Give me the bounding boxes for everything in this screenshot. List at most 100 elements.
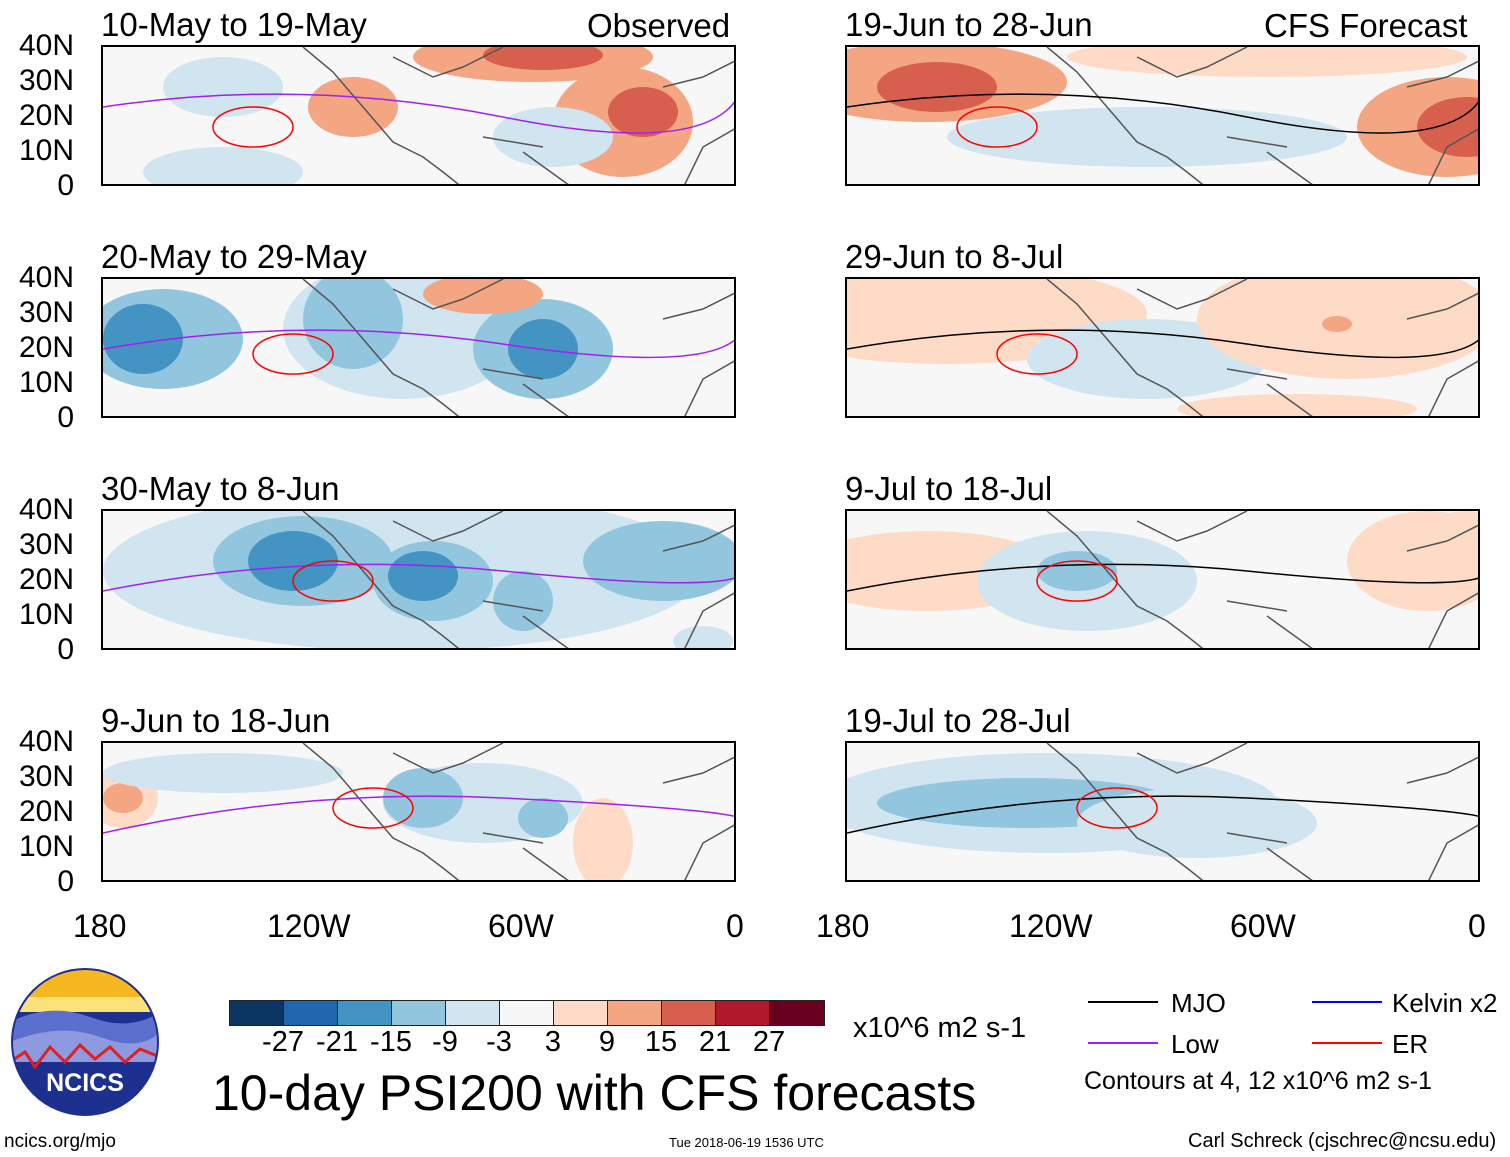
psi-anomaly-region xyxy=(163,57,283,117)
legend-line-er xyxy=(1312,1042,1382,1044)
lat-tick: 30N xyxy=(18,760,74,793)
colorbar-swatch xyxy=(608,1001,662,1025)
lat-tick: 0 xyxy=(57,169,74,202)
footer-author: Carl Schreck (cjschrec@ncsu.edu) xyxy=(1188,1130,1497,1152)
psi-anomaly-region xyxy=(388,551,458,601)
lon-tick: 60W xyxy=(488,908,554,944)
contour-line xyxy=(1076,787,1158,829)
colorbar-label: 15 xyxy=(644,1026,678,1058)
footer-url[interactable]: ncics.org/mjo xyxy=(4,1131,116,1152)
contour-line xyxy=(847,563,1478,592)
lat-tick: 30N xyxy=(18,528,74,561)
psi-anomaly-region xyxy=(248,531,338,591)
psi-anomaly-region xyxy=(103,753,343,793)
psi-anomaly-region xyxy=(877,62,997,112)
contour-line xyxy=(252,333,334,375)
panel-title: 20-May to 29-May xyxy=(101,238,367,275)
colorbar-swatch xyxy=(284,1001,338,1025)
coastline xyxy=(302,279,734,416)
psi-anomaly-region xyxy=(103,304,183,374)
contour-line xyxy=(332,787,414,829)
lon-tick: 180 xyxy=(816,908,870,944)
lon-tick: 120W xyxy=(267,908,351,944)
psi-anomaly-region xyxy=(518,798,568,838)
logo-text: NCICS xyxy=(46,1069,124,1097)
contour-line xyxy=(1036,560,1118,602)
coastline xyxy=(1046,743,1478,880)
legend-note: Contours at 4, 12 x10^6 m2 s-1 xyxy=(1084,1067,1433,1095)
lat-tick: 20N xyxy=(18,563,74,596)
footer-timestamp: Tue 2018-06-19 1536 UTC xyxy=(669,1135,824,1150)
colorbar-swatch xyxy=(230,1001,284,1025)
psi-anomaly-region xyxy=(1427,511,1478,551)
colorbar-label: -3 xyxy=(486,1026,512,1058)
colorbar-label: 9 xyxy=(598,1026,616,1058)
colorbar-swatch xyxy=(392,1001,446,1025)
panel-title: 9-Jul to 18-Jul xyxy=(845,470,1053,507)
colorbar xyxy=(229,1000,825,1026)
colorbar-swatch xyxy=(554,1001,608,1025)
legend-line-mjo xyxy=(1088,1001,1158,1003)
lat-tick: 20N xyxy=(18,331,74,364)
contour-line xyxy=(956,106,1038,148)
panel-title: 30-May to 8-Jun xyxy=(101,470,340,507)
map-panel xyxy=(845,741,1480,882)
panel-title: 9-Jun to 18-Jun xyxy=(101,702,331,739)
lon-tick: 0 xyxy=(726,908,744,944)
legend-line-low xyxy=(1088,1042,1158,1044)
legend-label-low: Low xyxy=(1171,1029,1219,1059)
psi-anomaly-region xyxy=(303,279,403,369)
contour-line xyxy=(212,106,294,148)
colorbar-swatch xyxy=(500,1001,554,1025)
coastline xyxy=(302,511,734,648)
contour-line xyxy=(103,329,734,359)
contour-line xyxy=(103,795,734,834)
map-panel xyxy=(101,741,736,882)
map-panel xyxy=(845,277,1480,418)
contour-line xyxy=(847,329,1478,359)
colorbar-label: 21 xyxy=(698,1026,732,1058)
lat-tick: 10N xyxy=(18,598,74,631)
psi-anomaly-region xyxy=(583,521,734,601)
map-panel xyxy=(101,509,736,650)
lat-tick: 10N xyxy=(18,830,74,863)
lon-tick: 0 xyxy=(1468,908,1486,944)
panel-title: 19-Jul to 28-Jul xyxy=(845,702,1071,739)
map-panel xyxy=(101,45,736,186)
psi-anomaly-region xyxy=(1067,47,1467,77)
colorbar-label: 27 xyxy=(752,1026,786,1058)
lat-tick: 40N xyxy=(18,29,74,62)
colorbar-label: 3 xyxy=(544,1026,562,1058)
legend-line-kelvin xyxy=(1312,1001,1382,1003)
lon-tick: 60W xyxy=(1230,908,1296,944)
colorbar-label: -15 xyxy=(370,1026,412,1058)
coastline xyxy=(1046,511,1478,648)
lat-tick: 40N xyxy=(18,725,74,758)
map-panel xyxy=(845,45,1480,186)
coastline xyxy=(302,47,734,184)
psi-anomaly-region xyxy=(1077,788,1317,858)
panel-title: 19-Jun to 28-Jun xyxy=(845,6,1093,43)
psi-anomaly-region xyxy=(573,798,633,880)
colorbar-swatch xyxy=(446,1001,500,1025)
psi-anomaly-region xyxy=(143,147,303,184)
lon-tick: 120W xyxy=(1009,908,1093,944)
coastline xyxy=(1046,279,1478,416)
map-panel xyxy=(845,509,1480,650)
psi-anomaly-region xyxy=(483,47,603,70)
colorbar-swatch xyxy=(338,1001,392,1025)
psi-anomaly-region xyxy=(103,783,143,813)
figure-title: 10-day PSI200 with CFS forecasts xyxy=(212,1065,977,1121)
lat-tick: 30N xyxy=(18,296,74,329)
psi-anomaly-region xyxy=(308,77,398,137)
contour-line xyxy=(103,563,734,592)
contour-line xyxy=(847,93,1478,134)
lat-tick: 10N xyxy=(18,134,74,167)
colorbar-label: -9 xyxy=(432,1026,458,1058)
psi-anomaly-region xyxy=(673,626,733,648)
psi-anomaly-region xyxy=(1037,551,1117,591)
colorbar-swatch xyxy=(662,1001,716,1025)
panel-title: 10-May to 19-May xyxy=(101,6,367,43)
contour-line xyxy=(292,560,374,602)
psi-anomaly-region xyxy=(947,107,1347,167)
